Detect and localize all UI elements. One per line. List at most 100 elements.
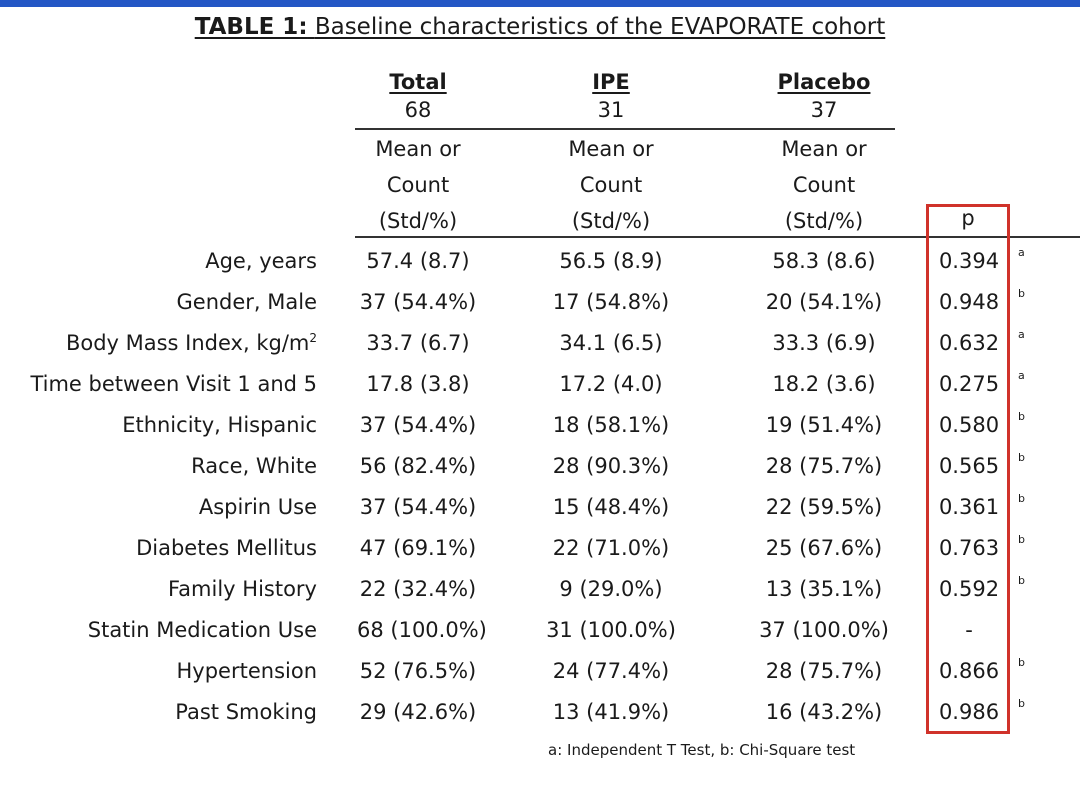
p-value-highlight-box	[926, 204, 1010, 734]
cell-ipe: 18 (58.1%)	[552, 413, 670, 437]
cell-p-value: 0.866	[938, 659, 1000, 683]
cell-placebo: 58.3 (8.6)	[772, 249, 876, 273]
p-value-header: p	[961, 206, 975, 230]
cell-p-value: 0.763	[938, 536, 1000, 560]
row-label: Past Smoking	[175, 700, 317, 724]
cell-ipe: 9 (29.0%)	[559, 577, 663, 601]
table-row: Statin Medication Use 68 (100.0%) 31 (10…	[0, 610, 1080, 651]
subheader-line: (Std/%)	[378, 209, 458, 233]
row-label: Time between Visit 1 and 5	[30, 372, 317, 396]
cell-ipe: 17 (54.8%)	[552, 290, 670, 314]
cell-placebo: 20 (54.1%)	[765, 290, 883, 314]
test-marker: b	[1018, 574, 1025, 587]
row-label: Statin Medication Use	[87, 618, 317, 642]
row-label: Diabetes Mellitus	[136, 536, 317, 560]
table-row: Aspirin Use 37 (54.4%) 15 (48.4%) 22 (59…	[0, 487, 1080, 528]
cell-placebo: 33.3 (6.9)	[772, 331, 876, 355]
test-marker: a	[1018, 369, 1025, 382]
cell-total: 37 (54.4%)	[359, 495, 477, 519]
table-row: Race, White 56 (82.4%) 28 (90.3%) 28 (75…	[0, 446, 1080, 487]
table-row: Past Smoking 29 (42.6%) 13 (41.9%) 16 (4…	[0, 692, 1080, 733]
subheader-line: Count	[579, 173, 643, 197]
cell-placebo: 13 (35.1%)	[765, 577, 883, 601]
table-row: Hypertension 52 (76.5%) 24 (77.4%) 28 (7…	[0, 651, 1080, 692]
cell-p-value: 0.592	[938, 577, 1000, 601]
cell-placebo: 28 (75.7%)	[765, 454, 883, 478]
cell-placebo: 16 (43.2%)	[765, 700, 883, 724]
table-caption: Baseline characteristics of the EVAPORAT…	[314, 14, 886, 40]
test-marker: b	[1018, 492, 1025, 505]
cell-total: 68 (100.0%)	[357, 618, 487, 642]
cell-total: 22 (32.4%)	[359, 577, 477, 601]
cell-p-value: 0.361	[938, 495, 1000, 519]
row-label-text: Body Mass Index, kg/m	[65, 331, 310, 355]
cell-total: 37 (54.4%)	[359, 413, 477, 437]
table-row: Gender, Male 37 (54.4%) 17 (54.8%) 20 (5…	[0, 282, 1080, 323]
subheader-ipe: Mean or Count (Std/%)	[537, 131, 685, 239]
row-label: Family History	[168, 577, 317, 601]
cell-ipe: 17.2 (4.0)	[559, 372, 663, 396]
header-rule	[355, 128, 895, 130]
subheader-line: Mean or	[375, 137, 461, 161]
subheader-line: Count	[386, 173, 450, 197]
row-label: Ethnicity, Hispanic	[122, 413, 317, 437]
cell-total: 33.7 (6.7)	[366, 331, 470, 355]
cell-ipe: 31 (100.0%)	[546, 618, 676, 642]
test-marker: a	[1018, 328, 1025, 341]
row-label: Aspirin Use	[198, 495, 317, 519]
cell-ipe: 15 (48.4%)	[552, 495, 670, 519]
col-header-total: Total 68	[357, 64, 479, 128]
cell-p-value: 0.632	[938, 331, 1000, 355]
subheader-line: (Std/%)	[571, 209, 651, 233]
table-number: TABLE 1:	[194, 14, 308, 40]
test-marker: b	[1018, 410, 1025, 423]
col-header-placebo: Placebo 37	[750, 64, 898, 128]
cell-total: 56 (82.4%)	[359, 454, 477, 478]
cell-placebo: 19 (51.4%)	[765, 413, 883, 437]
cell-p-value: 0.948	[938, 290, 1000, 314]
cell-ipe: 13 (41.9%)	[552, 700, 670, 724]
row-label: Gender, Male	[176, 290, 317, 314]
footnote: a: Independent T Test, b: Chi-Square tes…	[548, 741, 856, 759]
test-marker: b	[1018, 697, 1025, 710]
cell-total: 52 (76.5%)	[359, 659, 477, 683]
cell-ipe: 56.5 (8.9)	[559, 249, 663, 273]
test-marker: b	[1018, 451, 1025, 464]
table-row: Diabetes Mellitus 47 (69.1%) 22 (71.0%) …	[0, 528, 1080, 569]
cell-placebo: 18.2 (3.6)	[772, 372, 876, 396]
col-name-ipe: IPE	[592, 70, 630, 94]
subheader-placebo: Mean or Count (Std/%)	[750, 131, 898, 239]
body-rule	[355, 236, 1080, 238]
subheader-line: Mean or	[781, 137, 867, 161]
test-marker: b	[1018, 533, 1025, 546]
cell-ipe: 28 (90.3%)	[552, 454, 670, 478]
table-row: Age, years 57.4 (8.7) 56.5 (8.9) 58.3 (8…	[0, 241, 1080, 282]
col-name-total: Total	[389, 70, 447, 94]
cell-placebo: 22 (59.5%)	[765, 495, 883, 519]
cell-ipe: 24 (77.4%)	[552, 659, 670, 683]
cell-p-value: 0.986	[938, 700, 1000, 724]
cell-total: 29 (42.6%)	[359, 700, 477, 724]
col-n-ipe: 31	[597, 98, 625, 122]
test-marker: a	[1018, 246, 1025, 259]
col-n-total: 68	[404, 98, 432, 122]
row-label: Age, years	[205, 249, 317, 273]
table-row: Family History 22 (32.4%) 9 (29.0%) 13 (…	[0, 569, 1080, 610]
col-header-ipe: IPE 31	[537, 64, 685, 128]
row-label: Body Mass Index, kg/m2	[66, 323, 317, 364]
cell-p-value: 0.275	[938, 372, 1000, 396]
row-label: Race, White	[191, 454, 317, 478]
cell-total: 57.4 (8.7)	[366, 249, 470, 273]
cell-total: 47 (69.1%)	[359, 536, 477, 560]
table-row: Time between Visit 1 and 5 17.8 (3.8) 17…	[0, 364, 1080, 405]
subheader-line: (Std/%)	[784, 209, 864, 233]
row-label-superscript: 2	[309, 331, 317, 345]
cell-ipe: 34.1 (6.5)	[559, 331, 663, 355]
test-marker: b	[1018, 287, 1025, 300]
cell-p-value: 0.580	[938, 413, 1000, 437]
cell-total: 37 (54.4%)	[359, 290, 477, 314]
cell-p-value: -	[965, 618, 973, 642]
cell-placebo: 25 (67.6%)	[765, 536, 883, 560]
subheader-total: Mean or Count (Std/%)	[357, 131, 479, 239]
cell-total: 17.8 (3.8)	[366, 372, 470, 396]
